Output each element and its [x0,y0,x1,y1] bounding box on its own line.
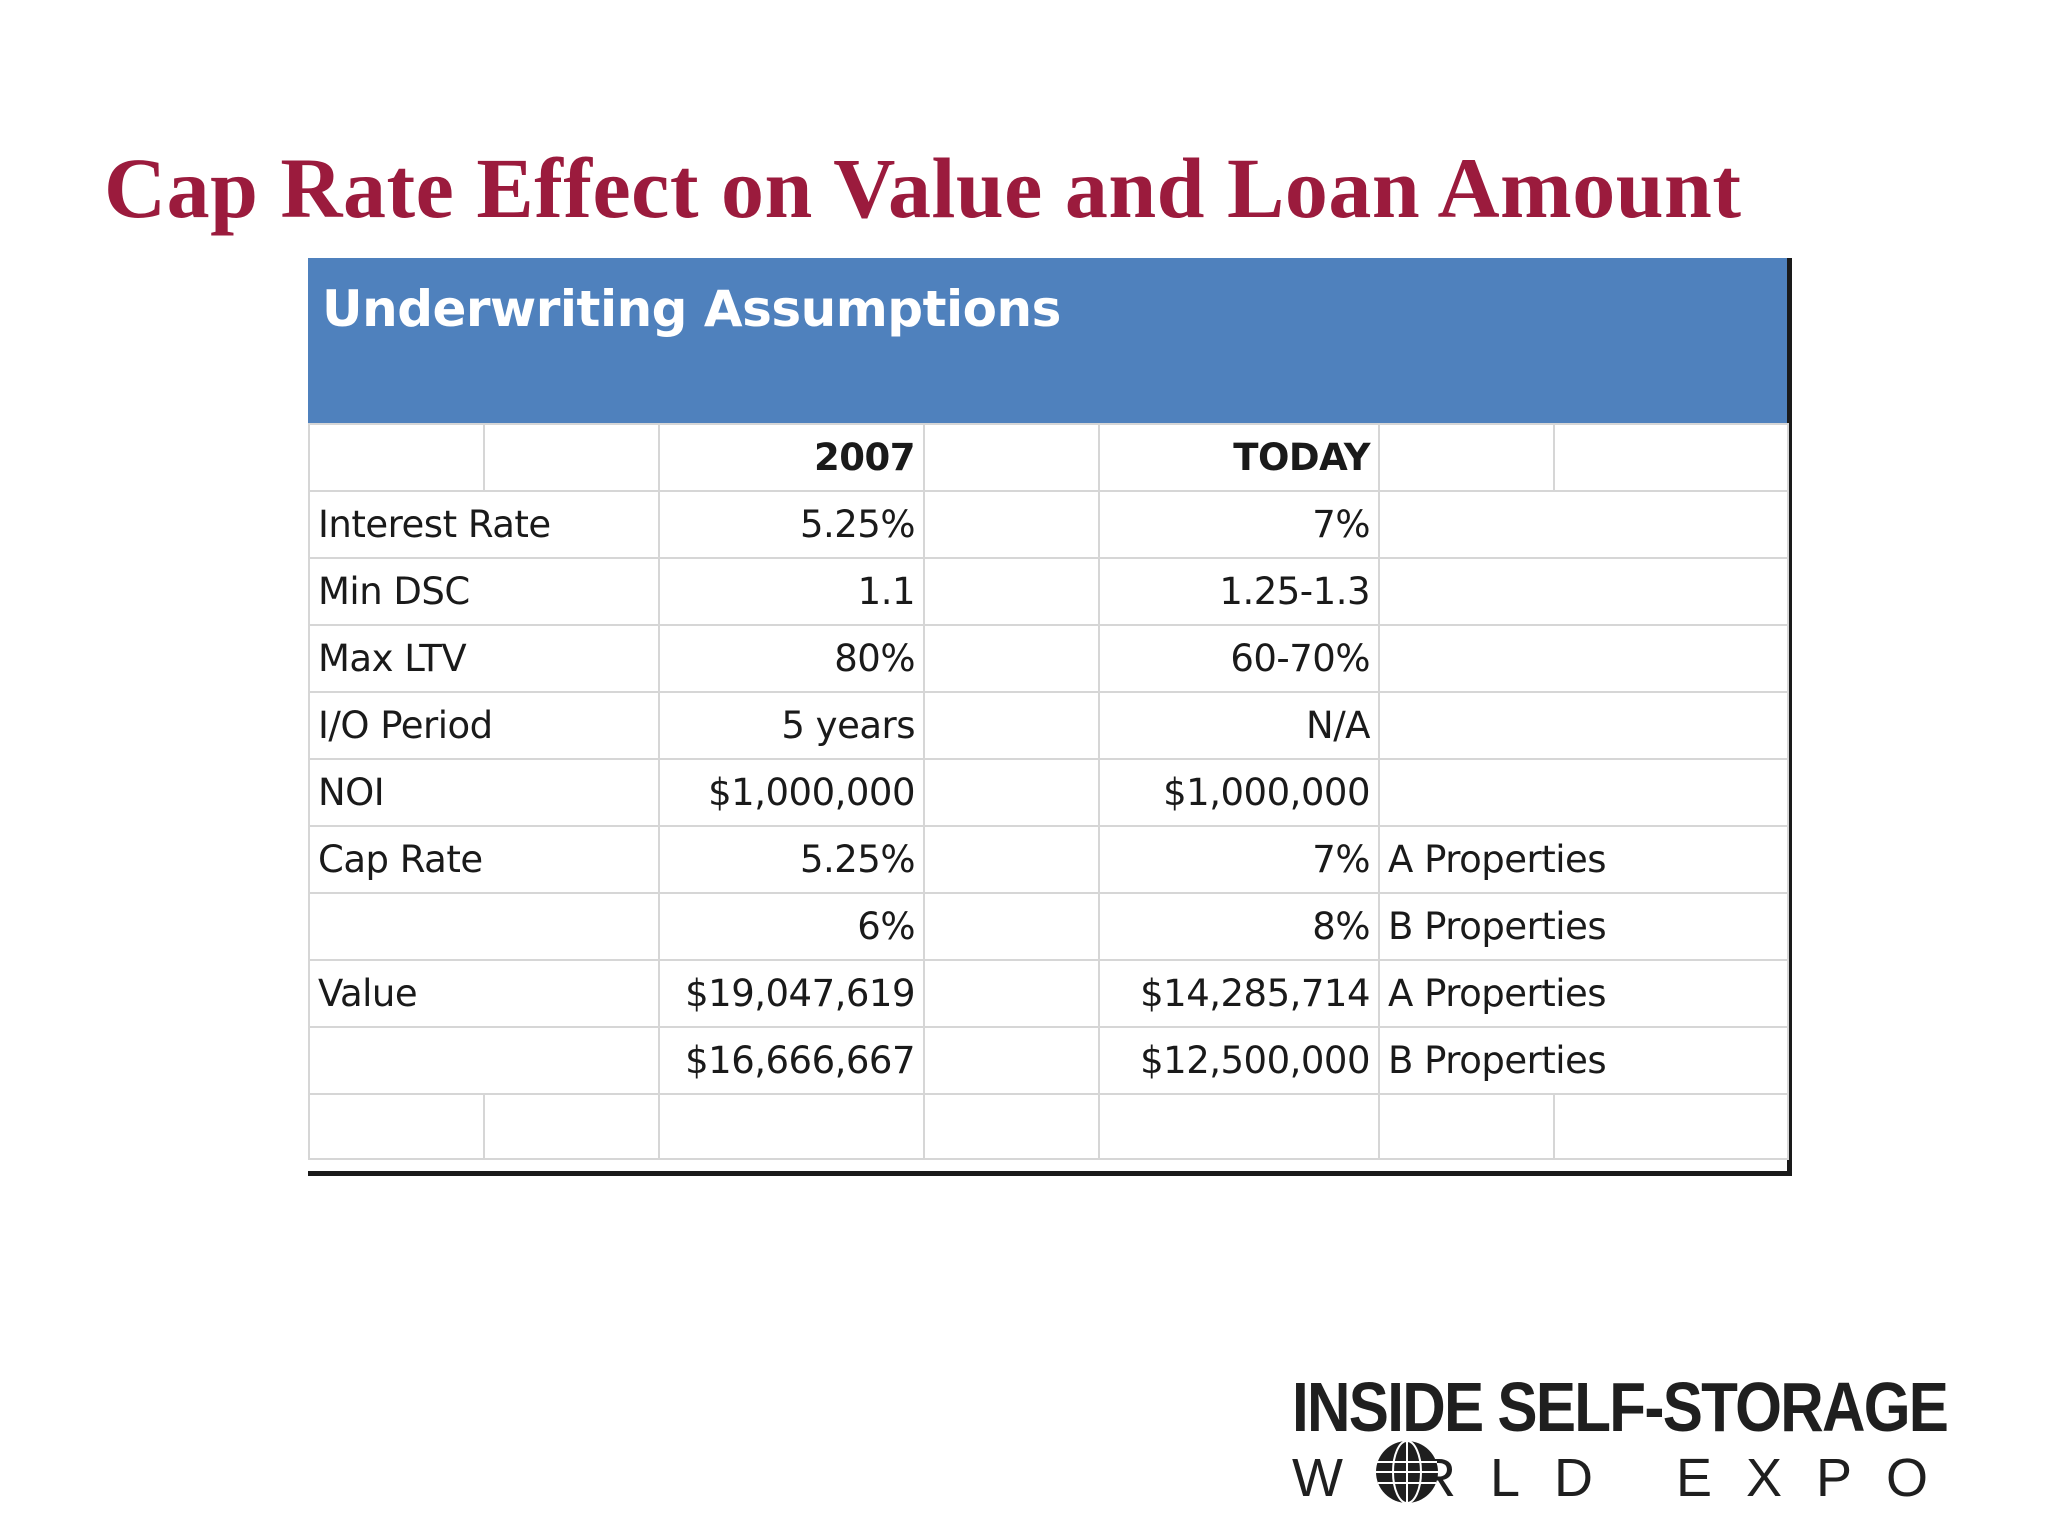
table-header-row: 2007 TODAY [308,423,1789,492]
row-label: Max LTV [308,624,660,693]
cell-2007: $1,000,000 [658,758,925,827]
sheet-header: Underwriting Assumptions [308,258,1787,423]
header-cell [1378,423,1555,492]
empty-cell [923,691,1100,760]
cell-2007: 5.25% [658,490,925,559]
empty-cell [1378,1093,1555,1160]
spreadsheet-image: Underwriting Assumptions 2007 TODAY Intere… [308,258,1792,1176]
cell-2007: 80% [658,624,925,693]
cell-note [1378,624,1789,693]
cell-today: $14,285,714 [1098,959,1380,1028]
table-row: Min DSC 1.1 1.25-1.3 [308,557,1789,626]
cell-note [1378,490,1789,559]
cell-note: A Properties [1378,959,1789,1028]
cell-2007: $16,666,667 [658,1026,925,1095]
header-cell [1553,423,1789,492]
cell-note: B Properties [1378,892,1789,961]
empty-cell [308,1093,485,1160]
row-label: Cap Rate [308,825,660,894]
cell-today: 8% [1098,892,1380,961]
globe-icon [1376,1440,1438,1504]
cell-2007: 6% [658,892,925,961]
cell-note: B Properties [1378,1026,1789,1095]
cell-note [1378,691,1789,760]
cell-today: 7% [1098,825,1380,894]
table-row: Cap Rate 5.25% 7% A Properties [308,825,1789,894]
cell-2007: 1.1 [658,557,925,626]
cell-2007: 5.25% [658,825,925,894]
cell-today: 60-70% [1098,624,1380,693]
header-cell [923,423,1100,492]
underwriting-table: 2007 TODAY Interest Rate 5.25% 7% Min DSC 1.1 1… [308,423,1789,1160]
empty-cell [1098,1093,1380,1160]
table-row: I/O Period 5 years N/A [308,691,1789,760]
empty-cell [923,825,1100,894]
cell-note [1378,557,1789,626]
header-cell [483,423,660,492]
empty-cell [923,1093,1100,1160]
row-label [308,892,660,961]
empty-cell [923,892,1100,961]
inside-self-storage-logo: INSIDE SELF-STORAGE W RLD EXPO [1292,1367,1987,1509]
empty-cell [923,490,1100,559]
cell-today: $1,000,000 [1098,758,1380,827]
table-row: $16,666,667 $12,500,000 B Properties [308,1026,1789,1095]
empty-cell [923,624,1100,693]
row-label: I/O Period [308,691,660,760]
empty-cell [658,1093,925,1160]
empty-cell [923,557,1100,626]
empty-cell [923,1026,1100,1095]
cell-today: 1.25-1.3 [1098,557,1380,626]
slide-title: Cap Rate Effect on Value and Loan Amount [104,140,1742,236]
row-label: Value [308,959,660,1028]
cell-2007: $19,047,619 [658,959,925,1028]
table-row: Interest Rate 5.25% 7% [308,490,1789,559]
table-row-empty [308,1093,1789,1160]
cell-today: $12,500,000 [1098,1026,1380,1095]
empty-cell [1553,1093,1789,1160]
sheet-header-title: Underwriting Assumptions [322,280,1061,338]
table-row: Value $19,047,619 $14,285,714 A Properties [308,959,1789,1028]
table-row: NOI $1,000,000 $1,000,000 [308,758,1789,827]
header-cell: 2007 [658,423,925,492]
logo-tagline-w: W [1292,1448,1377,1508]
row-label [308,1026,660,1095]
table-row: 6% 8% B Properties [308,892,1789,961]
logo-wordmark: INSIDE SELF-STORAGE [1292,1368,1949,1446]
table-row: Max LTV 80% 60-70% [308,624,1789,693]
cell-note [1378,758,1789,827]
row-label: Min DSC [308,557,660,626]
empty-cell [483,1093,660,1160]
cell-note: A Properties [1378,825,1789,894]
logo-tagline-rest: RLD EXPO [1416,1448,1963,1508]
empty-cell [923,758,1100,827]
cell-today: N/A [1098,691,1380,760]
row-label: Interest Rate [308,490,660,559]
logo-tagline: W RLD EXPO [1292,1447,1962,1509]
cell-2007: 5 years [658,691,925,760]
header-cell [308,423,485,492]
row-label: NOI [308,758,660,827]
cell-today: 7% [1098,490,1380,559]
empty-cell [923,959,1100,1028]
header-cell: TODAY [1098,423,1380,492]
